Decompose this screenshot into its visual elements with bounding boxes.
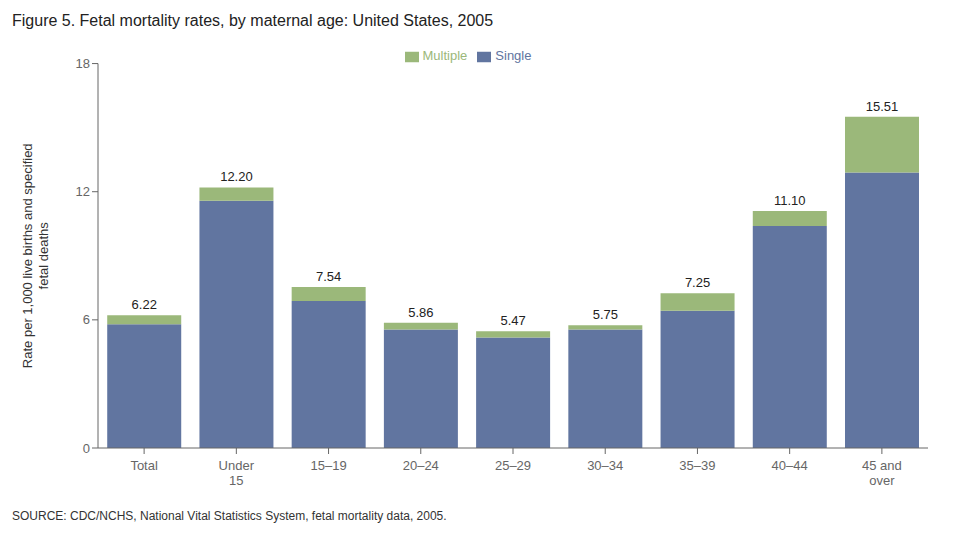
html-text:Single: Single (495, 48, 532, 63)
svg-text:12.20: 12.20 (220, 169, 253, 184)
html-text:Figure 5. Fetal mortality rate: Figure 5. Fetal mortality rates, by mate… (12, 12, 494, 29)
svg-text:Rate per 1,000 live births and: Rate per 1,000 live births and specified… (20, 143, 51, 368)
svg-text:5.47: 5.47 (500, 313, 525, 328)
svg-text:15–19: 15–19 (310, 458, 346, 473)
svg-text:6: 6 (83, 312, 90, 327)
html-text:Multiple: Multiple (422, 48, 468, 63)
svg-text:5.75: 5.75 (593, 307, 618, 322)
svg-text:6.22: 6.22 (132, 297, 157, 312)
svg-text:40–44: 40–44 (772, 458, 808, 473)
svg-text:Under15: Under15 (219, 458, 255, 488)
svg-text:7.54: 7.54 (316, 269, 341, 284)
html-text:SOURCE: CDC/NCHS, National Vit: SOURCE: CDC/NCHS, National Vital Statist… (12, 509, 447, 523)
svg-text:7.25: 7.25 (685, 275, 710, 290)
svg-text:15.51: 15.51 (866, 99, 899, 114)
svg-text:0: 0 (83, 441, 90, 456)
svg-text:20–24: 20–24 (403, 458, 439, 473)
svg-text:25–29: 25–29 (495, 458, 531, 473)
svg-text:18: 18 (76, 56, 90, 71)
svg-text:12: 12 (76, 184, 90, 199)
svg-text:35–39: 35–39 (679, 458, 715, 473)
svg-text:11.10: 11.10 (774, 193, 806, 208)
svg-text:5.86: 5.86 (408, 305, 433, 320)
svg-text:Total: Total (130, 458, 158, 473)
svg-text:45 andover: 45 andover (862, 458, 902, 488)
svg-text:30–34: 30–34 (587, 458, 623, 473)
